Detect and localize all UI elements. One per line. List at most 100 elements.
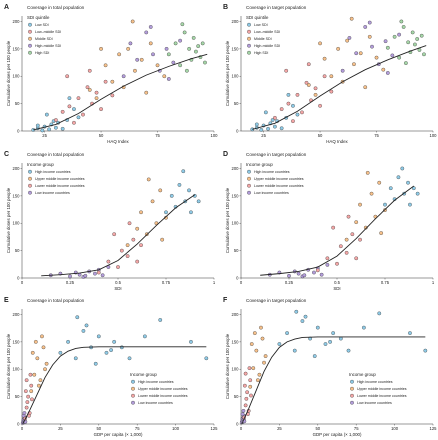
- x-tick-label: 25: [42, 133, 47, 138]
- data-point: [94, 90, 99, 95]
- data-point: [96, 270, 101, 275]
- data-point: [40, 128, 45, 133]
- data-point: [415, 191, 420, 196]
- data-point: [200, 41, 205, 46]
- data-point: [354, 51, 359, 56]
- legend-swatch: [350, 400, 354, 405]
- fit-curve: [33, 53, 208, 131]
- panel-d: D Coverage in target population 0 50 100 150 2…: [223, 151, 435, 291]
- data-point: [23, 389, 28, 394]
- data-point: [294, 309, 299, 314]
- y-tick-label: 150: [13, 46, 21, 51]
- data-point: [325, 256, 330, 261]
- data-point: [121, 74, 126, 79]
- y-tick-label: 200: [13, 312, 21, 317]
- data-point: [291, 103, 295, 108]
- data-point: [404, 61, 408, 65]
- y-tick-label: 150: [13, 339, 21, 344]
- x-axis-label: GDP per capita (× 1,000): [94, 432, 143, 437]
- panel-letter: D: [223, 151, 228, 158]
- x-tick-label: 1: [213, 280, 216, 285]
- fit-curve: [252, 45, 427, 130]
- data-point: [41, 345, 46, 350]
- legend-title: Income group: [349, 372, 376, 377]
- data-point: [25, 400, 30, 404]
- legend-swatch: [28, 50, 32, 55]
- y-tick-label: 150: [232, 193, 240, 198]
- legend-item-label: High-middle SDI: [35, 44, 61, 48]
- data-point: [44, 361, 49, 366]
- legend-swatch: [247, 169, 251, 174]
- data-point: [99, 107, 103, 111]
- data-point: [385, 71, 390, 75]
- data-point: [40, 334, 44, 339]
- data-point: [362, 325, 366, 330]
- data-point: [273, 115, 277, 120]
- panel-f: F Coverage in target population 0 50 100 150 2…: [223, 297, 437, 437]
- legend-swatch: [247, 43, 251, 48]
- data-point: [76, 115, 81, 120]
- panel-title: Coverage in total population: [27, 5, 85, 10]
- x-tick-label: 0: [21, 280, 24, 285]
- data-point: [279, 126, 284, 131]
- data-point: [130, 19, 135, 24]
- data-point: [263, 354, 268, 358]
- data-point: [81, 112, 85, 117]
- data-point: [30, 397, 34, 402]
- data-point: [119, 248, 124, 253]
- data-point: [245, 390, 250, 395]
- data-point: [43, 367, 47, 372]
- data-point: [65, 74, 70, 79]
- data-point: [187, 188, 191, 193]
- legend-title: SDI quintile: [27, 15, 50, 20]
- data-point: [241, 408, 246, 413]
- data-point: [242, 383, 247, 388]
- y-tick-label: 50: [234, 101, 239, 106]
- data-point: [158, 188, 163, 193]
- legend-swatch: [131, 386, 135, 391]
- data-point: [103, 79, 108, 84]
- legend-swatch: [247, 183, 251, 188]
- panel-letter: E: [4, 297, 9, 304]
- data-point: [178, 38, 182, 43]
- data-point: [240, 412, 245, 417]
- data-point: [75, 315, 80, 320]
- data-point: [189, 339, 193, 344]
- panel-letter: C: [4, 151, 9, 158]
- data-point: [296, 271, 301, 276]
- legend-swatch: [350, 379, 354, 384]
- data-point: [29, 389, 34, 394]
- data-point: [54, 118, 58, 122]
- data-point: [247, 366, 252, 371]
- data-point: [76, 96, 81, 101]
- legend-item-label: Middle SDI: [254, 37, 272, 41]
- data-point: [110, 79, 115, 84]
- data-point: [338, 244, 343, 249]
- y-tick-label: 200: [232, 19, 240, 24]
- x-tick-label: 1: [432, 280, 435, 285]
- data-point: [24, 378, 29, 383]
- data-point: [331, 331, 336, 335]
- data-point: [415, 37, 420, 41]
- panel-a: A Coverage in total population 0 50 100 150 20…: [4, 4, 218, 144]
- data-point: [249, 393, 253, 398]
- legend-item-label: Low income countries: [254, 191, 289, 195]
- data-point: [72, 107, 76, 111]
- data-point: [148, 41, 153, 46]
- y-tick-label: 50: [234, 248, 239, 253]
- data-point: [401, 25, 406, 29]
- data-point: [60, 126, 65, 131]
- data-point: [304, 80, 309, 85]
- data-point: [422, 52, 426, 57]
- data-point: [32, 372, 37, 377]
- legend-swatch: [131, 379, 135, 384]
- legend-swatch: [28, 190, 32, 195]
- data-point: [344, 237, 349, 242]
- legend-item-label: Low SDI: [35, 23, 49, 27]
- data-point: [35, 123, 40, 128]
- y-tick-label: 0: [17, 421, 20, 426]
- y-tick-label: 0: [17, 275, 20, 280]
- data-point: [379, 231, 384, 235]
- data-point: [146, 177, 151, 182]
- data-point: [104, 350, 109, 355]
